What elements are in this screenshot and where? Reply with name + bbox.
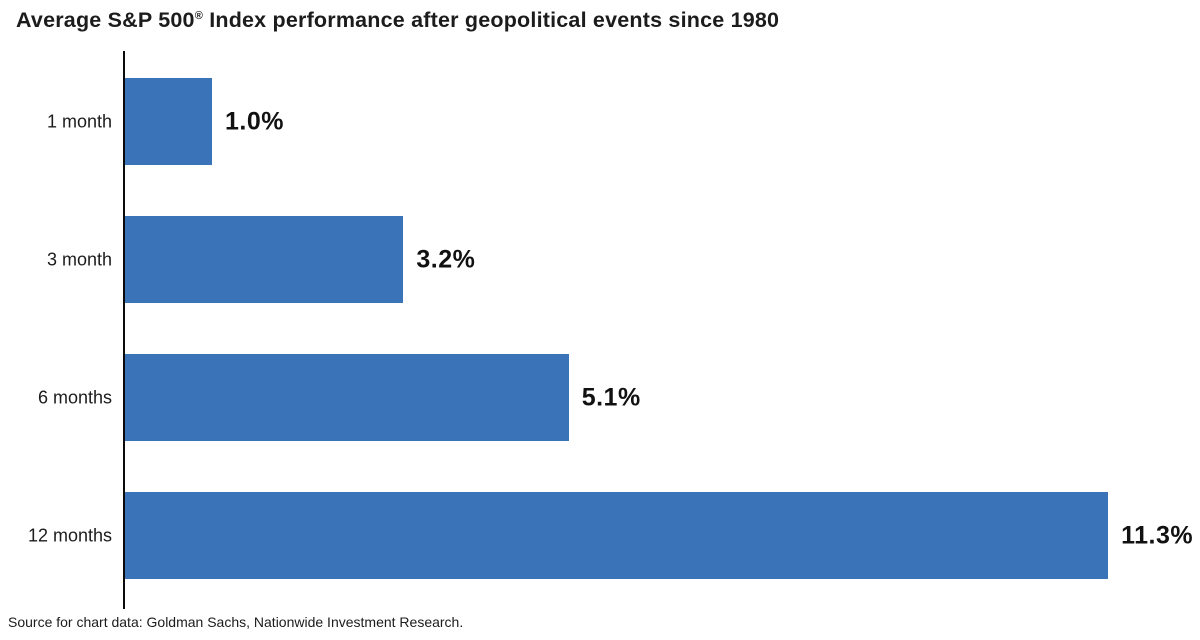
registered-trademark-symbol: ® — [194, 9, 204, 22]
bar-row: 1 month 1.0% — [0, 78, 1200, 165]
category-label: 12 months — [27, 525, 112, 545]
source-note: Source for chart data: Goldman Sachs, Na… — [8, 614, 464, 630]
bar — [125, 78, 212, 165]
category-label: 1 month — [46, 111, 112, 131]
bar — [125, 354, 569, 441]
bar-row: 3 month 3.2% — [0, 216, 1200, 303]
bar — [125, 216, 404, 303]
bar-row: 12 months 11.3% — [0, 492, 1200, 579]
y-axis-line — [123, 51, 125, 609]
chart-title: Average S&P 500® Index performance after… — [16, 8, 779, 33]
category-label: 3 month — [46, 249, 112, 269]
value-label: 5.1% — [581, 383, 641, 411]
chart-title-text-suffix: Index performance after geopolitical eve… — [203, 8, 780, 32]
value-label: 3.2% — [416, 245, 476, 273]
value-label: 11.3% — [1121, 521, 1194, 549]
category-label: 6 months — [37, 387, 112, 407]
chart-title-text: Average S&P 500 — [16, 8, 195, 32]
value-label: 1.0% — [225, 107, 284, 135]
bar-row: 6 months 5.1% — [0, 354, 1200, 441]
bar — [125, 492, 1109, 579]
